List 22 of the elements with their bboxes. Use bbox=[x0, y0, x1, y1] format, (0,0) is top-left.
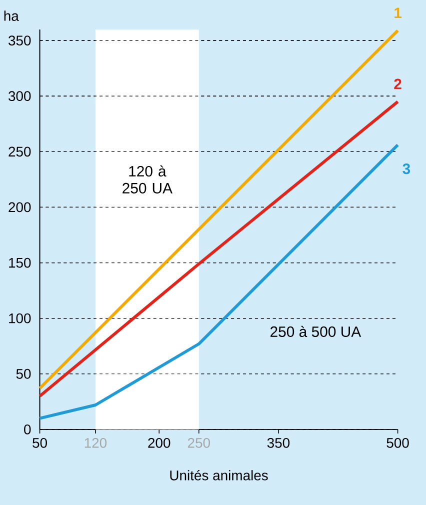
y-tick-label: 150 bbox=[9, 258, 31, 268]
y-tick-label: 0 bbox=[24, 424, 31, 434]
y-tick-label: 350 bbox=[8, 36, 31, 46]
x-tick-label: 120 bbox=[84, 438, 107, 448]
y-axis-title: ha bbox=[4, 10, 19, 21]
x-tick-label: 250 bbox=[188, 438, 210, 448]
series-label: 3 bbox=[402, 164, 410, 174]
series-label: 2 bbox=[394, 78, 402, 90]
band-label: 120 à 250 UA bbox=[122, 165, 172, 194]
y-tick-label: 50 bbox=[16, 368, 31, 379]
x-tick-label: 200 bbox=[148, 438, 170, 448]
x-tick-label: 350 bbox=[267, 438, 290, 448]
annotation: 250 à 500 UA bbox=[270, 326, 362, 338]
series-label: 1 bbox=[394, 8, 402, 18]
x-tick-label: 500 bbox=[386, 438, 409, 448]
x-tick-label: 50 bbox=[32, 438, 47, 448]
y-tick-label: 200 bbox=[8, 202, 31, 212]
y-tick-label: 250 bbox=[8, 146, 31, 157]
line-series bbox=[38, 144, 400, 420]
y-tick-label: 100 bbox=[9, 313, 31, 324]
y-tick-label: 300 bbox=[8, 91, 31, 102]
x-axis-title: Unités animales bbox=[170, 470, 268, 480]
